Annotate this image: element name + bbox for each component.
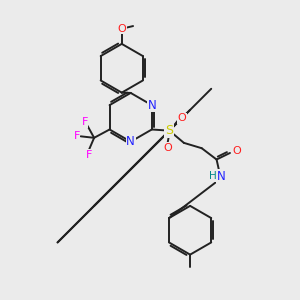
Text: O: O [232, 146, 241, 156]
Text: F: F [85, 150, 92, 160]
Text: N: N [217, 170, 225, 183]
Text: O: O [117, 24, 126, 34]
Text: F: F [74, 131, 80, 141]
Text: S: S [165, 124, 173, 137]
Text: H: H [209, 172, 217, 182]
Text: F: F [81, 117, 88, 127]
Text: O: O [178, 113, 187, 123]
Text: O: O [163, 142, 172, 153]
Text: N: N [126, 135, 135, 148]
Text: N: N [147, 99, 156, 112]
